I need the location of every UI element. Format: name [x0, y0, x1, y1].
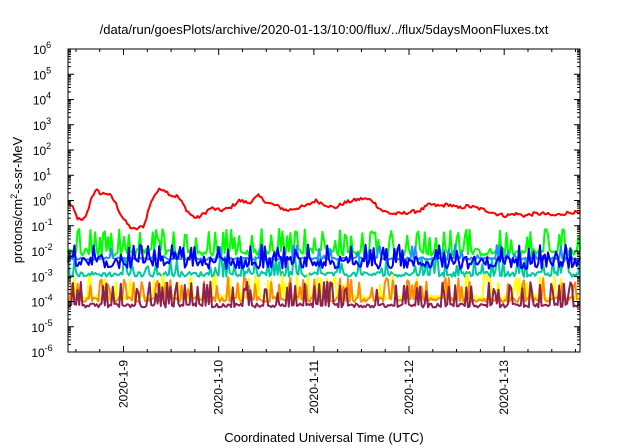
y-axis-label: protons/cm2-s-sr-MeV	[9, 136, 25, 263]
x-tick-label: 2020-1-13	[497, 360, 511, 415]
series-line-4	[67, 243, 581, 270]
y-tick-label: 106	[33, 40, 51, 57]
series-line-0	[67, 187, 581, 231]
y-tick-label: 102	[33, 141, 51, 158]
x-tick-label: 2020-1-12	[402, 360, 416, 415]
y-tick-label: 10-1	[31, 217, 52, 234]
series-line-1	[67, 228, 581, 257]
y-axis-label-rest: -s-sr-MeV	[10, 136, 25, 193]
y-tick-label: 101	[33, 166, 51, 183]
series-line-6	[67, 276, 581, 303]
y-axis: 10-6 10-5 10-4 10-3 10-2 10-1 100 101 102 103 104 1…	[31, 40, 580, 360]
y-tick-label: 10-2	[31, 242, 52, 259]
y-axis-label-main: protons/cm	[10, 199, 25, 263]
x-axis-label: Coordinated Universal Time (UTC)	[224, 430, 423, 445]
x-axis: 2020-1-9 2020-1-10 2020-1-11 2020-1-12 2020-…	[75, 49, 577, 415]
series-layer	[67, 187, 581, 309]
y-tick-label: 103	[33, 116, 51, 133]
series-line-2	[67, 255, 581, 278]
series-line-7	[67, 280, 581, 309]
y-tick-label: 10-3	[31, 267, 52, 284]
x-tick-label: 2020-1-11	[307, 360, 321, 414]
x-tick-label: 2020-1-9	[117, 360, 131, 408]
chart-title: /data/run/goesPlots/archive/2020-01-13/1…	[100, 22, 549, 37]
y-tick-label: 104	[33, 91, 51, 108]
y-tick-label: 10-4	[31, 293, 52, 310]
x-tick-label: 2020-1-10	[212, 360, 226, 415]
y-tick-label: 100	[33, 192, 51, 209]
y-tick-label: 10-6	[31, 343, 52, 360]
y-axis-label-exponent: 2	[9, 194, 19, 199]
y-tick-label: 10-5	[31, 318, 52, 335]
y-tick-label: 105	[33, 65, 51, 82]
